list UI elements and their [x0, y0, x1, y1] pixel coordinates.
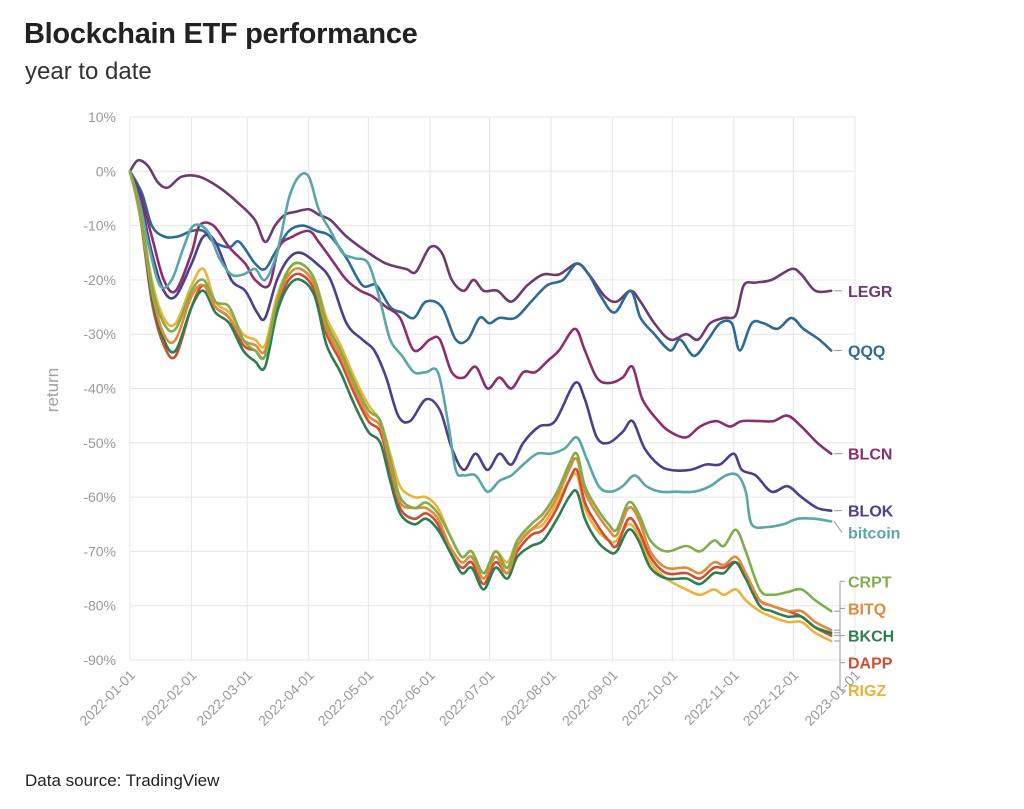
series-label-blcn: BLCN — [848, 447, 892, 464]
data-source-note: Data source: TradingView — [25, 771, 220, 790]
series-label-blok: BLOK — [848, 504, 894, 521]
y-tick-label: -70% — [83, 543, 116, 559]
series-line-bitcoin — [128, 170, 833, 530]
series-lines — [128, 158, 833, 643]
series-label-crpt: CRPT — [848, 574, 892, 591]
series-line-blok — [128, 170, 833, 512]
series-line-legr — [128, 158, 833, 342]
y-tick-label: -40% — [83, 381, 116, 397]
series-label-bitq: BITQ — [848, 601, 886, 618]
x-tick-label: 2022-02-01 — [138, 667, 200, 729]
y-tick-label: 0% — [96, 163, 116, 179]
y-tick-label: -80% — [83, 598, 116, 614]
x-tick-label: 2022-08-01 — [497, 667, 559, 729]
series-label-dapp: DAPP — [848, 656, 893, 673]
x-tick-label: 2022-01-01 — [76, 667, 138, 729]
x-tick-label: 2022-12-01 — [740, 667, 802, 729]
x-tick-label: 2022-11-01 — [681, 667, 742, 728]
chart-subtitle: year to date — [25, 58, 152, 85]
series-end-labels: LEGR QQQ BLCN BLOK bitcoin CRPT BITQ BKCH DAPP RI… — [833, 284, 900, 700]
y-tick-label: -30% — [83, 326, 116, 342]
y-tick-label: 10% — [88, 109, 116, 125]
y-tick-label: -10% — [83, 218, 116, 234]
series-label-qqq: QQQ — [848, 343, 885, 360]
x-tick-label: 2022-06-01 — [376, 667, 438, 729]
series-line-bkch — [128, 170, 833, 635]
x-tick-label: 2022-10-01 — [618, 667, 680, 729]
x-tick-label: 2022-09-01 — [559, 667, 621, 729]
series-label-bitcoin: bitcoin — [848, 525, 900, 542]
y-tick-label: -20% — [83, 272, 116, 288]
series-label-legr: LEGR — [848, 284, 893, 301]
gridlines — [129, 116, 856, 661]
y-tick-label: -50% — [83, 435, 116, 451]
series-line-dapp — [128, 170, 833, 637]
x-tick-label: 2022-04-01 — [255, 667, 317, 729]
series-label-bkch: BKCH — [848, 629, 894, 646]
y-axis-ticks: 10% 0% -10% -20% -30% -40% -50% -60% -70% -80% -90… — [83, 109, 116, 668]
y-axis-label: return — [43, 368, 62, 412]
leader-line — [833, 521, 843, 533]
x-tick-label: 2022-05-01 — [315, 667, 377, 729]
y-tick-label: -90% — [83, 652, 116, 668]
y-tick-label: -60% — [83, 489, 116, 505]
series-label-rigz: RIGZ — [848, 683, 886, 700]
x-tick-label: 2022-03-01 — [193, 667, 255, 729]
series-line-bitq — [128, 170, 833, 632]
series-line-crpt — [128, 170, 833, 613]
chart-title: Blockchain ETF performance — [24, 18, 418, 50]
series-line-qqq — [128, 170, 833, 358]
series-line-blcn — [128, 170, 833, 455]
x-tick-label: 2022-07-01 — [436, 667, 498, 729]
